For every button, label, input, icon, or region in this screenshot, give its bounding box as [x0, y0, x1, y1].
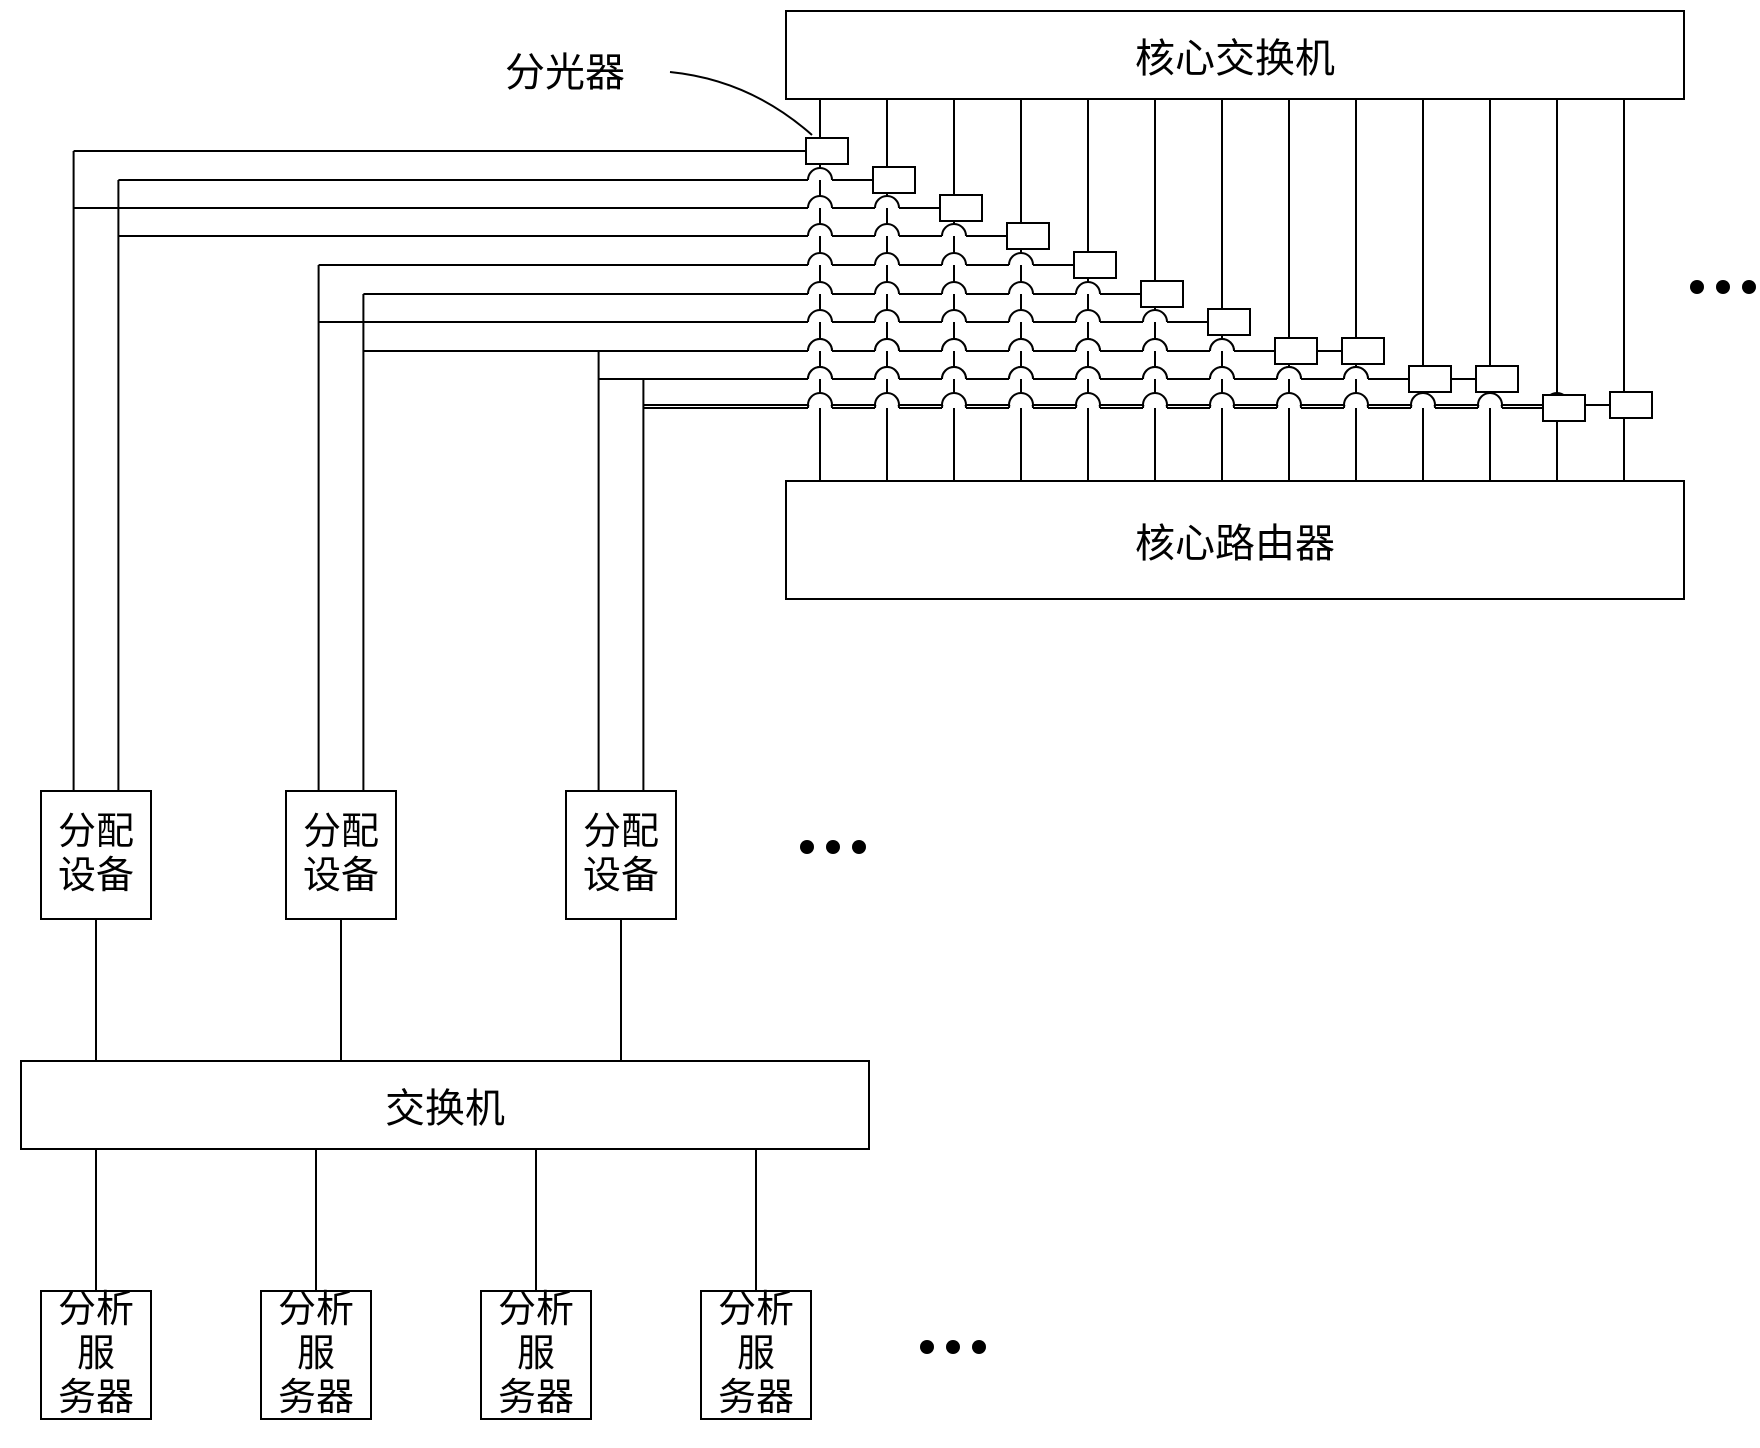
- splitter-box: [1207, 308, 1251, 336]
- splitter-box: [939, 194, 983, 222]
- splitter-box: [1140, 280, 1184, 308]
- analysis-server: 分析服务器: [260, 1290, 372, 1420]
- dist-device: 分配设备: [565, 790, 677, 920]
- analysis-server: 分析服务器: [480, 1290, 592, 1420]
- dist-device: 分配设备: [285, 790, 397, 920]
- splitter-box: [1073, 251, 1117, 279]
- core-switch: 核心交换机: [785, 10, 1685, 100]
- analysis-server: 分析服务器: [700, 1290, 812, 1420]
- splitter-box: [1341, 337, 1385, 365]
- splitter-box: [1408, 365, 1452, 393]
- ellipsis-dots: [800, 840, 866, 854]
- core-router: 核心路由器: [785, 480, 1685, 600]
- splitter-box: [872, 166, 916, 194]
- splitter-box: [1006, 222, 1050, 250]
- splitter-box: [805, 137, 849, 165]
- switch-box: 交换机: [20, 1060, 870, 1150]
- analysis-server: 分析服务器: [40, 1290, 152, 1420]
- splitter-label: 分光器: [505, 40, 625, 98]
- splitter-box: [1609, 391, 1653, 419]
- splitter-box: [1475, 365, 1519, 393]
- dist-device: 分配设备: [40, 790, 152, 920]
- ellipsis-dots: [920, 1340, 986, 1354]
- diagram-lines: [0, 0, 1760, 1448]
- splitter-box: [1274, 337, 1318, 365]
- splitter-box: [1542, 394, 1586, 422]
- ellipsis-dots: [1690, 280, 1756, 294]
